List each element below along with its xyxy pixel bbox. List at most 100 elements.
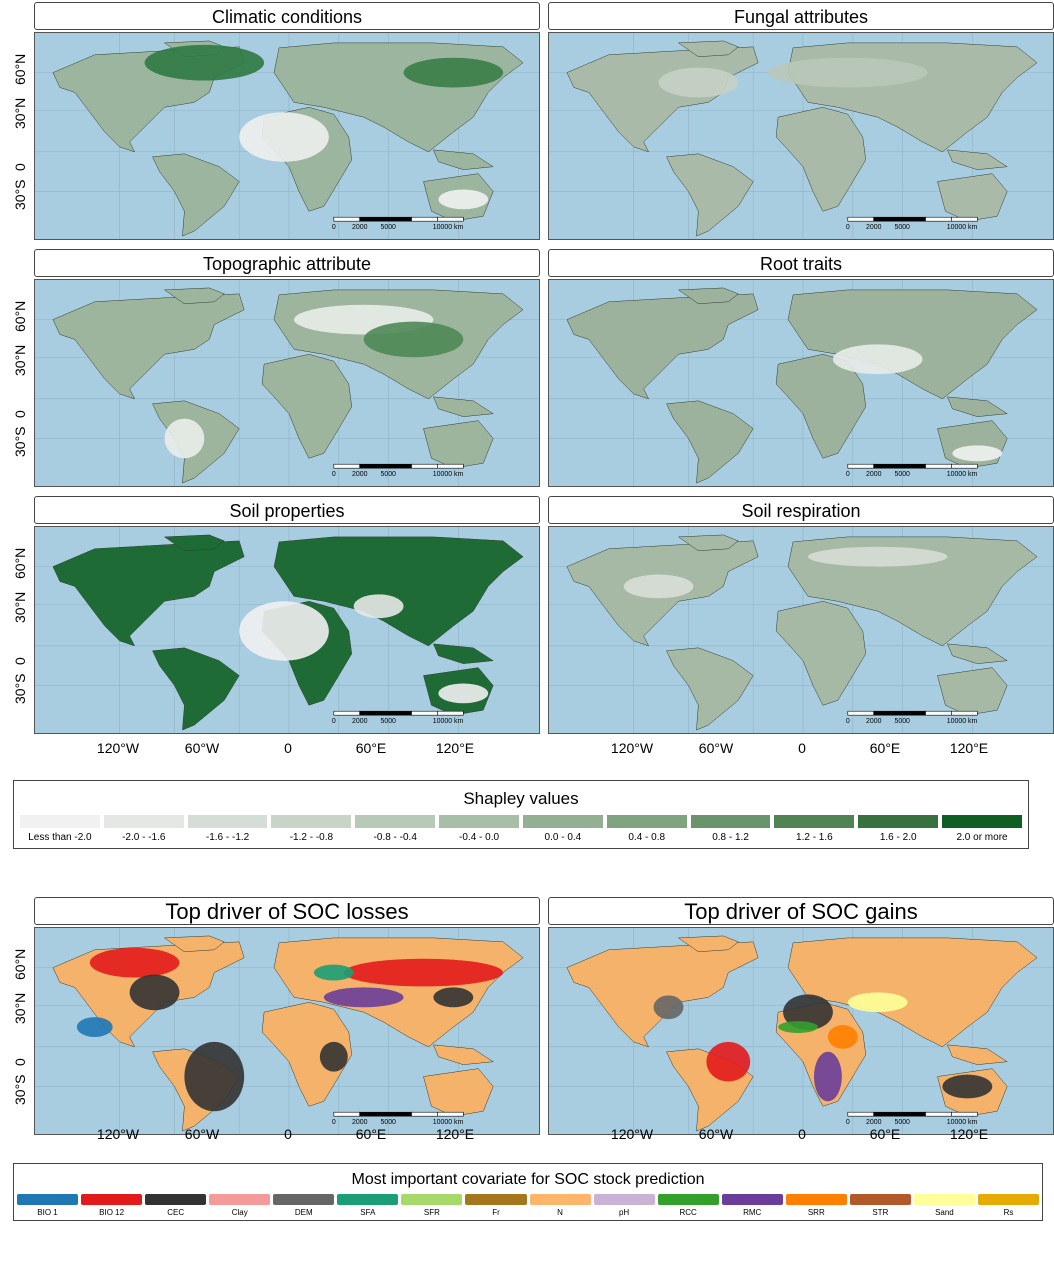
legend-label: -0.4 - 0.0 (459, 832, 500, 843)
legend-swatch (849, 1194, 911, 1205)
scale-bar-segment (899, 463, 926, 469)
covariate-legend-title: Most important covariate for SOC stock p… (351, 1171, 705, 1188)
legend-label: 0.8 - 1.2 (712, 832, 749, 843)
value-patch (144, 44, 265, 81)
value-patch (76, 1017, 113, 1037)
legend-item: -0.4 - 0.0 (439, 815, 519, 843)
legend-label: pH (618, 1208, 630, 1217)
latitude-tick-label: 30°N (12, 591, 28, 624)
legend-label: RCC (679, 1208, 697, 1217)
scale-bar-label: 5000 (894, 1119, 910, 1126)
scale-bar-label: 2000 (866, 718, 882, 725)
legend-swatch (273, 1194, 335, 1205)
landmass (163, 287, 225, 305)
scale-bar-label: 0 (332, 224, 336, 231)
value-patch (942, 1074, 993, 1099)
legend-swatch (913, 1194, 975, 1205)
scale-bar-segment (333, 463, 361, 469)
landmass (566, 941, 759, 1048)
legend-item: Rs (977, 1194, 1039, 1217)
panel-title: Root traits (548, 249, 1054, 277)
scale-bar-segment (899, 710, 926, 716)
value-patch (353, 594, 404, 619)
legend-swatch (187, 815, 268, 828)
scale-bar-segment (411, 463, 438, 469)
legend-label: 1.6 - 2.0 (879, 832, 917, 843)
latitude-tick-label: 30°S (12, 1074, 28, 1106)
scale-bar-label: 2000 (352, 471, 368, 478)
landmass (423, 420, 494, 469)
legend-swatch (858, 815, 939, 828)
legend-label: DEM (294, 1208, 313, 1217)
latitude-tick-label: 60°N (12, 54, 28, 86)
longitude-tick-label: 120°W (610, 740, 654, 756)
shapley-legend-title: Shapley values (463, 789, 579, 808)
value-patch (847, 992, 908, 1013)
latitude-tick-label: 0 (12, 162, 28, 171)
legend-item: -1.6 - -1.2 (187, 815, 268, 843)
scale-bar-label: 10000 km (433, 471, 464, 478)
legend-swatch (401, 1194, 463, 1205)
value-patch (89, 947, 180, 978)
latitude-tick-label: 0 (12, 1057, 28, 1066)
latitude-tick-label: 30°N (12, 344, 28, 377)
longitude-tick-label: 60°E (869, 1126, 901, 1142)
landmass (52, 293, 245, 400)
longitude-tick-label: 120°W (96, 1126, 140, 1142)
legend-item: N (529, 1194, 591, 1217)
latitude-tick-label: 60°N (12, 301, 28, 333)
latitude-tick-label: 60°N (12, 548, 28, 580)
legend-label: Sand (935, 1208, 954, 1217)
legend-item: SFA (337, 1194, 399, 1217)
scale-bar-segment (359, 710, 386, 716)
scale-bar-segment (951, 463, 978, 469)
legend-item: BIO 12 (81, 1194, 143, 1217)
scale-bar-segment (385, 710, 412, 716)
landmass (677, 40, 739, 58)
longitude-tick-label: 60°E (355, 1126, 387, 1142)
panel-title: Climatic conditions (34, 2, 540, 30)
landmass (566, 293, 759, 400)
scale-bar-label: 2000 (352, 224, 368, 231)
world-map: 0 2000 5000 10000 km (34, 279, 540, 487)
legend-item: SRR (785, 1194, 847, 1217)
scale-bar-segment (411, 1111, 438, 1117)
legend-swatch (20, 815, 100, 828)
legend-label: N (557, 1208, 563, 1217)
shapley-legend-row: Less than -2.0 -2.0 - -1.6 -1.6 - -1.2 -1.2… (20, 815, 1022, 843)
value-patch (832, 344, 923, 375)
scale-bar-segment (951, 216, 978, 222)
legend-label: Clay (231, 1208, 248, 1217)
legend-item: pH (593, 1194, 655, 1217)
scale-bar-label: 0 (846, 471, 850, 478)
legend-label: -0.8 - -0.4 (373, 832, 417, 843)
value-patch (706, 1041, 751, 1082)
legend-swatch (657, 1194, 719, 1205)
latitude-tick-label: 30°S (12, 426, 28, 458)
landmass (947, 1044, 1008, 1065)
legend-item: 0.0 - 0.4 (522, 815, 603, 843)
longitude-tick-label: 120°E (435, 740, 475, 756)
shap-map-panel: Fungal attributes 0 2000 5000 10000 km (548, 2, 1054, 240)
legend-swatch (529, 1194, 591, 1205)
world-map: 0 2000 5000 10000 km (548, 526, 1054, 734)
value-patch (403, 57, 504, 88)
scale-bar-label: 0 (332, 718, 336, 725)
scale-bar-label: 2000 (866, 224, 882, 231)
scale-bar-segment (359, 216, 386, 222)
landmass (261, 1002, 353, 1107)
scale-bar-label: 10000 km (947, 471, 978, 478)
legend-swatch (774, 815, 855, 828)
latitude-tick-label: 60°N (12, 949, 28, 981)
scale-bar-segment (925, 1111, 952, 1117)
legend-label: BIO 12 (99, 1208, 125, 1217)
latitude-tick-label: 30°N (12, 97, 28, 130)
longitude-tick-label: 60°E (869, 740, 901, 756)
world-map: 0 2000 5000 10000 km (34, 32, 540, 240)
legend-label: SFA (360, 1208, 376, 1217)
legend-label: 0.0 - 0.4 (544, 832, 582, 843)
legend-label: Rs (1003, 1208, 1014, 1217)
legend-item: Fr (465, 1194, 527, 1217)
legend-label: CEC (167, 1208, 185, 1217)
landmass (787, 289, 1038, 400)
